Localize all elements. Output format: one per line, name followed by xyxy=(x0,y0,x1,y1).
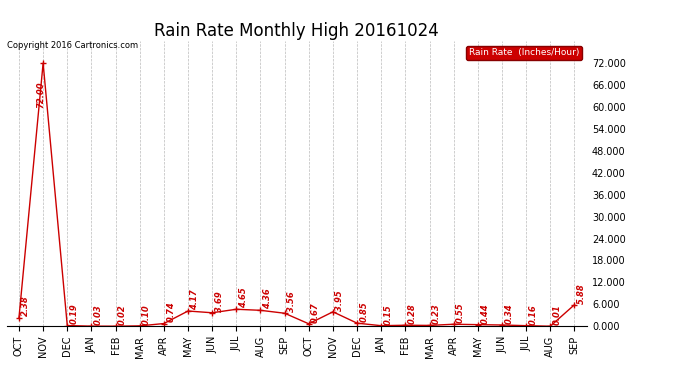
Text: 0.23: 0.23 xyxy=(432,304,441,324)
Text: 3.95: 3.95 xyxy=(335,290,344,311)
Title: Rain Rate Monthly High 20161024: Rain Rate Monthly High 20161024 xyxy=(155,22,439,40)
Text: 0.19: 0.19 xyxy=(70,304,79,324)
Text: 0.10: 0.10 xyxy=(142,304,151,325)
Text: 4.17: 4.17 xyxy=(190,289,199,310)
Text: 0.44: 0.44 xyxy=(480,303,489,324)
Legend: Rain Rate  (Inches/Hour): Rain Rate (Inches/Hour) xyxy=(466,46,582,60)
Text: 3.69: 3.69 xyxy=(215,291,224,312)
Text: 0.85: 0.85 xyxy=(359,301,368,322)
Text: 0.01: 0.01 xyxy=(553,304,562,325)
Text: 3.56: 3.56 xyxy=(287,291,296,312)
Text: 0.34: 0.34 xyxy=(504,303,513,324)
Text: 0.67: 0.67 xyxy=(311,302,320,323)
Text: 4.36: 4.36 xyxy=(263,288,272,309)
Text: 0.02: 0.02 xyxy=(118,304,127,325)
Text: 0.16: 0.16 xyxy=(529,304,538,325)
Text: 2.38: 2.38 xyxy=(21,296,30,316)
Text: 0.55: 0.55 xyxy=(456,302,465,323)
Text: 0.03: 0.03 xyxy=(94,304,103,325)
Text: 0.74: 0.74 xyxy=(166,302,175,322)
Text: 0.28: 0.28 xyxy=(408,303,417,324)
Text: 4.65: 4.65 xyxy=(239,287,248,308)
Text: 0.15: 0.15 xyxy=(384,304,393,325)
Text: Copyright 2016 Cartronics.com: Copyright 2016 Cartronics.com xyxy=(7,41,138,50)
Text: 5.88: 5.88 xyxy=(577,283,586,304)
Text: 72.00: 72.00 xyxy=(36,81,45,108)
